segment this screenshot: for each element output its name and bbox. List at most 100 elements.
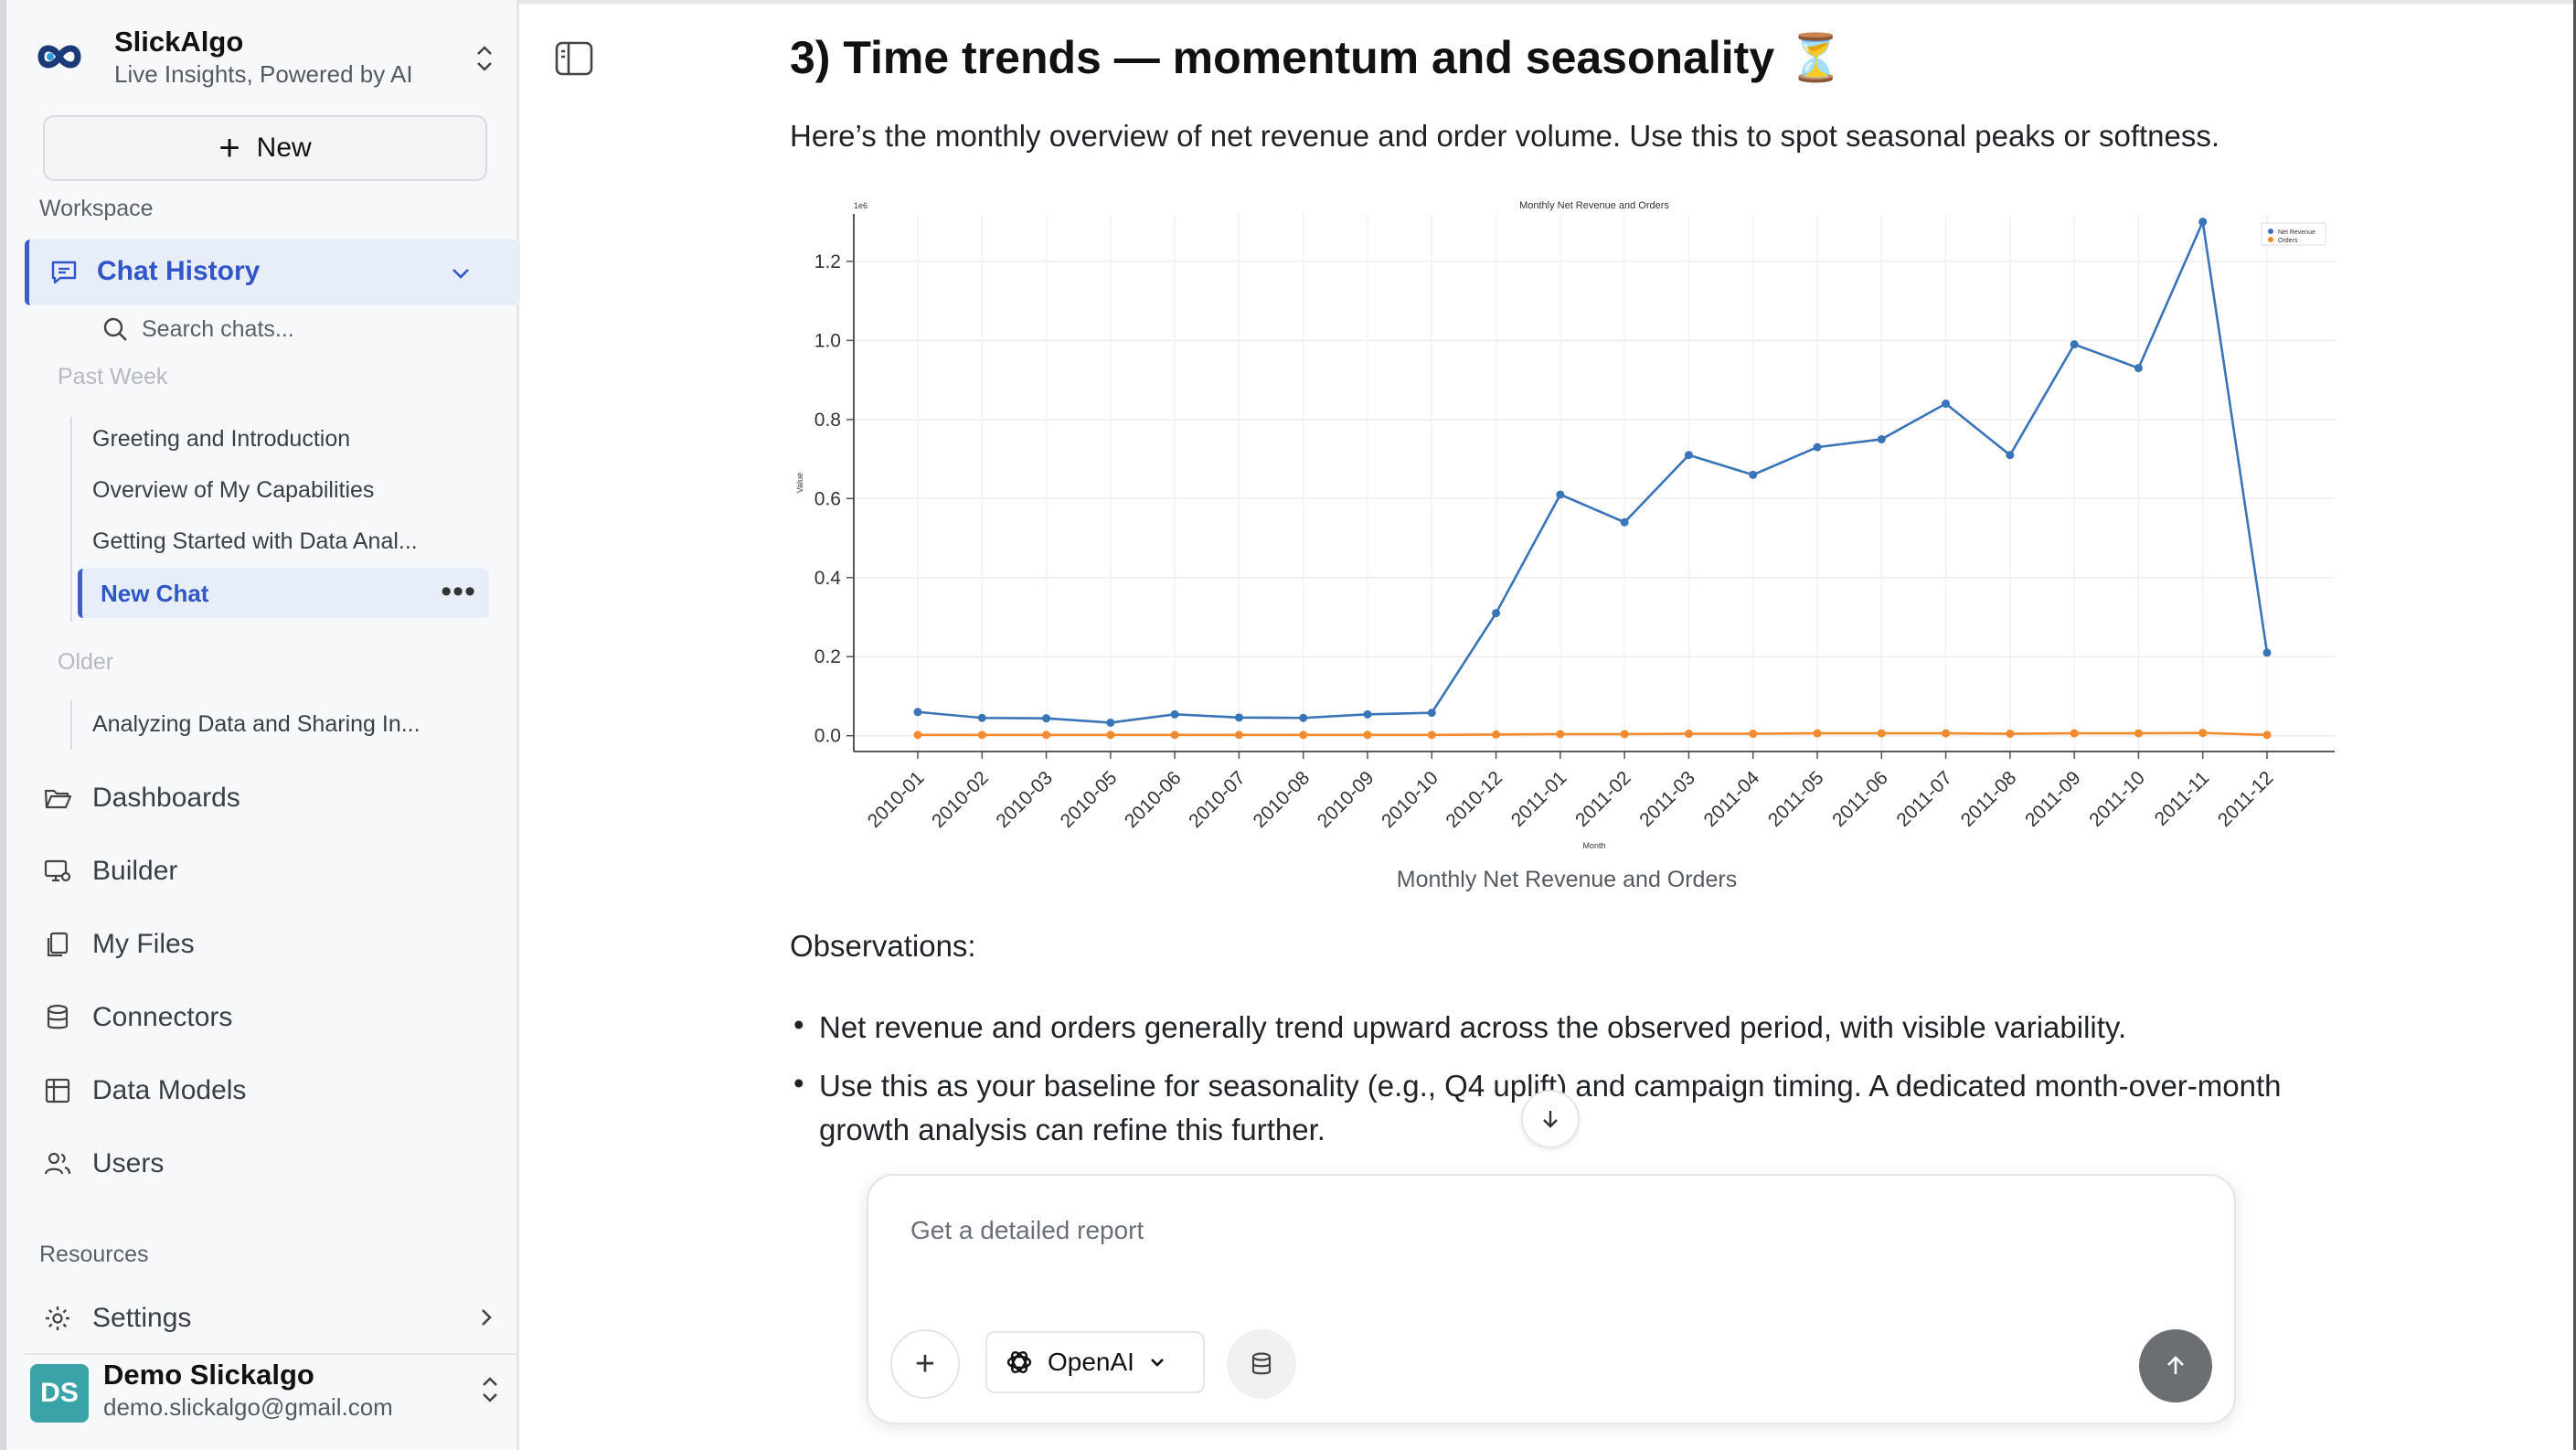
group-label-past-week: Past Week	[58, 364, 168, 389]
chat-search[interactable]: Search chats...	[101, 313, 294, 346]
x-tick-label: 2011-12	[2214, 767, 2278, 831]
openai-icon	[1006, 1350, 1032, 1374]
history-item[interactable]: Getting Started with Data Anal...	[92, 528, 418, 554]
chat-history-toggle[interactable]: Chat History	[25, 240, 520, 305]
data-point	[1813, 442, 1822, 452]
x-tick-label: 2011-04	[1700, 767, 1764, 831]
data-point	[913, 708, 922, 717]
data-point	[1170, 730, 1179, 740]
history-item[interactable]: Overview of My Capabilities	[92, 477, 375, 503]
data-source-button[interactable]	[1227, 1329, 1296, 1399]
observations-heading: Observations:	[790, 929, 976, 963]
legend-marker	[2268, 229, 2273, 234]
files-icon	[47, 932, 69, 957]
x-tick-label: 2011-02	[1571, 767, 1635, 831]
x-tick-label: 2010-06	[1121, 767, 1186, 832]
model-selector[interactable]: OpenAI	[985, 1331, 1205, 1393]
legend-label: Net Revenue	[2278, 229, 2315, 236]
workspace-switcher[interactable]: SlickAlgo Live Insights, Powered by AI	[27, 22, 511, 95]
data-point	[1556, 490, 1565, 499]
y-axis-label: Value	[795, 473, 804, 493]
data-point	[1106, 718, 1115, 727]
plus-icon: +	[218, 128, 240, 168]
data-point	[1299, 713, 1308, 722]
sidebar-toggle-icon[interactable]	[554, 40, 594, 77]
nav-label: Connectors	[92, 1002, 233, 1032]
message-composer: + OpenAI	[867, 1174, 2236, 1424]
data-point	[1427, 730, 1436, 740]
x-tick-label: 2010-05	[1057, 767, 1122, 832]
data-point	[2070, 340, 2079, 349]
x-tick-label: 2011-07	[1892, 767, 1956, 831]
x-tick-label: 2010-10	[1378, 767, 1442, 832]
x-tick-label: 2011-08	[1957, 767, 2021, 831]
attach-button[interactable]: +	[890, 1329, 960, 1399]
avatar: DS	[30, 1364, 89, 1423]
nav-builder[interactable]: Builder	[43, 848, 177, 894]
new-chat-button[interactable]: + New	[43, 115, 487, 181]
users-icon	[44, 1152, 71, 1175]
new-chat-label: New	[256, 133, 312, 163]
data-point	[1299, 730, 1308, 740]
scroll-to-bottom-button[interactable]	[1521, 1090, 1580, 1148]
brand-name: SlickAlgo	[114, 26, 244, 58]
data-point	[1106, 730, 1115, 740]
series-line-orders	[918, 731, 2268, 737]
x-tick-label: 2011-03	[1635, 767, 1699, 831]
gear-icon	[46, 1306, 69, 1330]
y-tick-label: 0.8	[814, 410, 841, 431]
chevrons-up-down-icon	[483, 1377, 497, 1402]
monitor-cog-icon	[44, 859, 71, 882]
data-point	[2006, 730, 2015, 739]
data-point	[1363, 730, 1372, 740]
user-name: Demo Slickalgo	[103, 1359, 314, 1391]
database-icon	[1251, 1352, 1272, 1375]
nav-data-models[interactable]: Data Models	[43, 1068, 246, 1114]
top-border	[519, 0, 2576, 4]
data-point	[1620, 730, 1629, 739]
user-menu[interactable]: DS Demo Slickalgo demo.slickalgo@gmail.c…	[25, 1353, 518, 1441]
data-point	[1556, 730, 1565, 739]
user-email: demo.slickalgo@gmail.com	[103, 1393, 393, 1421]
history-item-active[interactable]: New Chat •••	[78, 569, 489, 618]
x-tick-label: 2010-09	[1314, 767, 1378, 832]
settings-menu[interactable]: Settings	[43, 1298, 500, 1338]
history-item[interactable]: Analyzing Data and Sharing In...	[92, 711, 420, 737]
nav-users[interactable]: Users	[43, 1141, 164, 1187]
model-label: OpenAI	[1048, 1348, 1134, 1376]
group-label-older: Older	[58, 649, 114, 675]
bullet-dot: •	[793, 1066, 804, 1100]
nav-connectors[interactable]: Connectors	[43, 995, 232, 1040]
x-tick-label: 2010-08	[1249, 767, 1314, 832]
x-tick-label: 2011-11	[2151, 767, 2214, 830]
nav-dashboards[interactable]: Dashboards	[43, 775, 240, 821]
nav-label: My Files	[92, 929, 195, 959]
data-point	[1813, 729, 1822, 738]
send-button[interactable]	[2139, 1329, 2212, 1402]
legend-marker	[2268, 237, 2273, 242]
more-options-icon[interactable]: •••	[441, 574, 476, 609]
bullet-dot: •	[793, 1008, 804, 1041]
nav-my-files[interactable]: My Files	[43, 922, 195, 967]
history-item[interactable]: Greeting and Introduction	[92, 426, 351, 452]
x-tick-label: 2011-10	[2085, 767, 2149, 831]
chart-caption: Monthly Net Revenue and Orders	[1396, 867, 1738, 892]
data-point	[1877, 434, 1886, 443]
data-point	[2262, 730, 2272, 740]
data-point	[2134, 364, 2143, 373]
brand-tagline: Live Insights, Powered by AI	[114, 60, 413, 88]
sidebar: SlickAlgo Live Insights, Powered by AI +…	[0, 0, 520, 1450]
slickalgo-logo-icon	[37, 45, 81, 69]
data-point	[1877, 729, 1886, 738]
nav-label: Builder	[92, 856, 178, 886]
chevron-down-icon	[452, 269, 469, 279]
data-point	[1942, 729, 1951, 738]
data-point	[2134, 729, 2143, 738]
search-chats-input[interactable]: Search chats...	[142, 315, 294, 342]
intro-text: Here’s the monthly overview of net reven…	[790, 119, 2220, 153]
y-tick-label: 0.0	[814, 726, 841, 747]
table-icon	[45, 1078, 70, 1103]
arrow-up-icon	[2167, 1356, 2184, 1374]
data-point	[977, 713, 986, 722]
message-input[interactable]	[910, 1216, 2099, 1245]
